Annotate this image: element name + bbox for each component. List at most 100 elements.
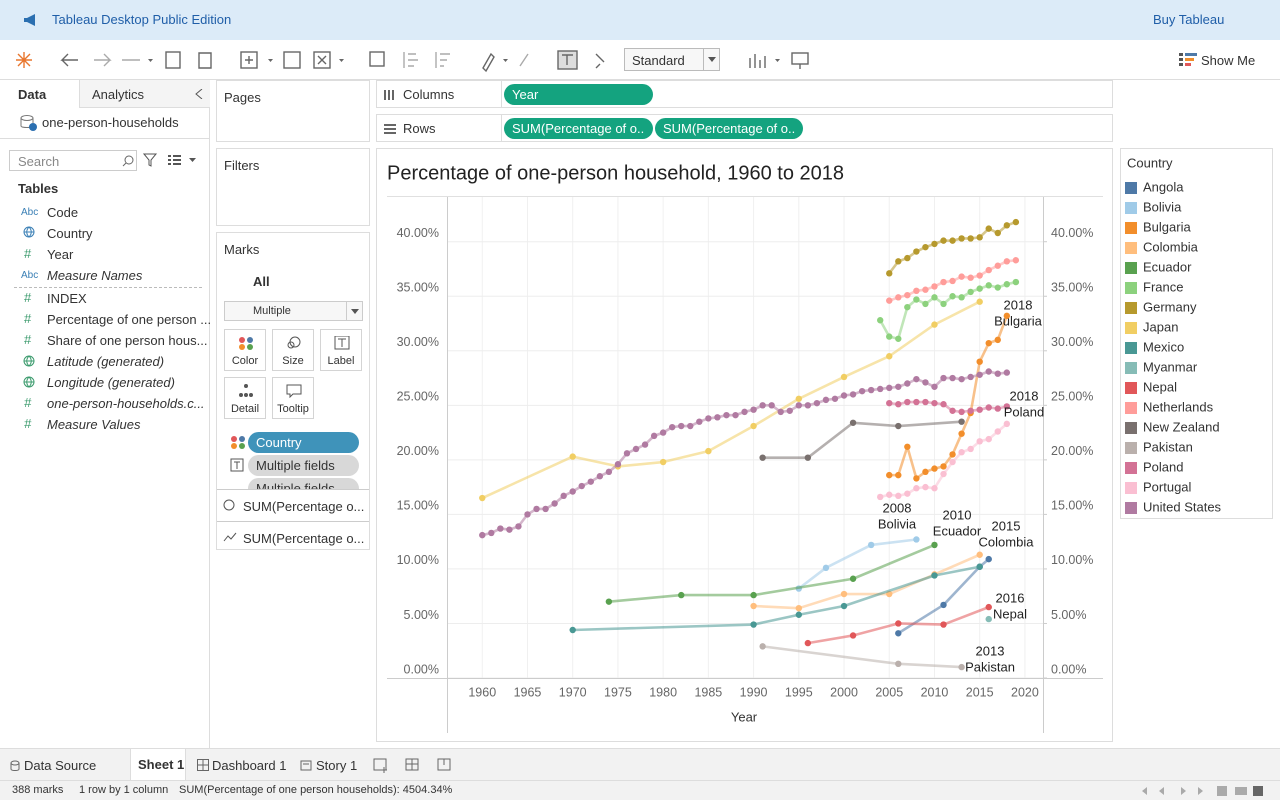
data-point — [795, 395, 803, 402]
data-point — [1003, 258, 1011, 265]
sheet-tabs: Data Source Sheet 1 Dashboard 1 Story 1 — [0, 748, 1280, 780]
data-point — [1003, 420, 1011, 428]
field[interactable]: Measure Names — [47, 268, 143, 283]
tab[interactable]: Data Source — [24, 758, 97, 773]
legend-swatch — [1125, 342, 1137, 354]
toolbar: Standard Show Me — [0, 40, 1280, 80]
marks-all[interactable]: All — [253, 274, 270, 289]
tab[interactable]: Dashboard 1 — [212, 758, 287, 773]
search-box[interactable]: Search — [9, 150, 137, 171]
chart-panel — [376, 148, 1113, 742]
data-point — [479, 531, 486, 539]
y-tick-label: 15.00% — [397, 499, 439, 513]
field[interactable]: Share of one person hous... — [47, 333, 208, 348]
data-point — [895, 383, 902, 390]
data-point — [940, 621, 947, 628]
data-point — [542, 505, 549, 513]
data-point — [895, 492, 902, 500]
data-point — [732, 411, 739, 419]
columns-shelf: Columns Year — [376, 80, 1113, 108]
data-point — [976, 234, 983, 241]
field-type: # — [24, 332, 32, 347]
label-button[interactable]: Label — [320, 329, 362, 371]
field[interactable]: Year — [47, 247, 74, 262]
data-point — [804, 454, 812, 461]
y-tick-label: 30.00% — [397, 335, 439, 349]
tooltip-button[interactable]: Tooltip — [272, 377, 314, 419]
data-point — [795, 402, 803, 409]
data-point — [958, 418, 965, 425]
data-point — [985, 404, 992, 411]
data-point — [949, 374, 956, 382]
row-pill[interactable]: SUM(Percentage of o.. — [655, 118, 803, 139]
data-point — [632, 445, 640, 453]
row-pill[interactable]: SUM(Percentage of o.. — [504, 118, 653, 139]
show-me-button[interactable]: Show Me — [1201, 53, 1256, 68]
button-label: Detail — [230, 403, 260, 415]
data-point — [849, 632, 857, 639]
data-point — [913, 287, 920, 295]
y-tick-label: 25.00% — [397, 390, 439, 404]
annotation-year: 2016 — [996, 590, 1025, 605]
detail-button[interactable]: Detail — [224, 377, 266, 419]
mark-type-select[interactable]: Standard — [624, 48, 720, 71]
data-point — [940, 463, 947, 470]
data-point — [985, 555, 992, 563]
marks-measure[interactable]: SUM(Percentage o... — [243, 531, 365, 546]
legend-swatch — [1125, 202, 1137, 214]
field[interactable]: Country — [47, 226, 93, 241]
legend-swatch — [1125, 402, 1137, 414]
data-point — [1012, 278, 1020, 286]
data-point — [659, 458, 667, 466]
annotation-country: Poland — [1004, 404, 1044, 419]
field-type: # — [24, 311, 32, 326]
button-label: Tooltip — [277, 403, 309, 415]
field[interactable]: Longitude (generated) — [47, 375, 175, 390]
data-point — [940, 237, 947, 244]
data-point — [605, 598, 613, 605]
data-point — [958, 663, 965, 671]
marks-measure[interactable]: SUM(Percentage o... — [243, 499, 365, 514]
x-tick-label: 1980 — [649, 685, 677, 699]
announce-icon — [24, 14, 35, 26]
legend-title: Country — [1127, 155, 1173, 170]
size-button[interactable]: Size — [272, 329, 314, 371]
data-point — [949, 277, 956, 285]
data-point — [849, 575, 857, 582]
tab[interactable]: Story 1 — [316, 758, 358, 773]
field[interactable]: Code — [47, 205, 79, 220]
marks-pill[interactable]: Multiple fields — [248, 478, 359, 489]
data-point — [922, 286, 929, 293]
globe-icon — [23, 226, 35, 238]
marks-type[interactable]: Multiple — [224, 301, 363, 321]
annotation-country: Ecuador — [933, 523, 982, 538]
data-point — [768, 402, 775, 409]
annotation-year: 2008 — [883, 500, 912, 515]
data-point — [967, 407, 974, 414]
buy-link[interactable]: Buy Tableau — [1153, 12, 1225, 27]
field[interactable]: INDEX — [47, 291, 87, 306]
color-button[interactable]: Color — [224, 329, 266, 371]
column-pill[interactable]: Year — [504, 84, 653, 105]
marks-pill[interactable]: Country — [248, 432, 359, 453]
marks-pill[interactable]: Multiple fields — [248, 455, 359, 476]
field[interactable]: one-person-households.c... — [47, 396, 205, 411]
data-point — [569, 626, 576, 634]
field[interactable]: Measure Values — [47, 417, 141, 432]
data-point — [858, 387, 866, 395]
data-point — [705, 415, 712, 422]
analytics-tab[interactable]: Analytics — [79, 80, 210, 108]
annotation-country: Nepal — [993, 606, 1027, 621]
data-point — [877, 317, 884, 324]
mark-type-value: Standard — [632, 53, 685, 68]
data-point — [886, 270, 893, 277]
field[interactable]: Latitude (generated) — [47, 354, 165, 369]
field[interactable]: Percentage of one person ... — [47, 312, 212, 327]
data-point — [913, 485, 920, 492]
y-tick-label: 5.00% — [404, 608, 439, 622]
data-tab[interactable]: Data — [0, 80, 79, 108]
annotation-year: 2018 — [1010, 388, 1039, 403]
legend-swatch — [1125, 502, 1137, 514]
legend-entry: Angola — [1143, 179, 1184, 194]
active-tab[interactable]: Sheet 1 — [130, 749, 186, 780]
